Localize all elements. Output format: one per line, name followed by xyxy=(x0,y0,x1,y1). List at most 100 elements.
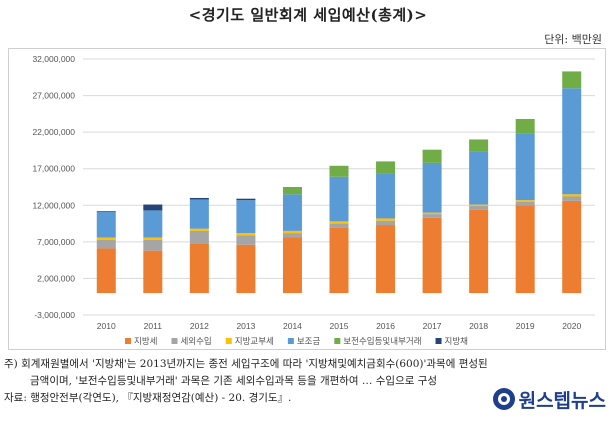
bar-segment xyxy=(562,88,582,195)
bar-segment xyxy=(143,250,163,294)
bar-segment xyxy=(96,239,116,249)
bar-segment xyxy=(282,233,302,238)
bar-segment xyxy=(376,161,396,174)
bar-segment xyxy=(143,210,163,238)
legend-label: 지방교부세 xyxy=(235,336,274,347)
bar-segment xyxy=(376,220,396,226)
legend-swatch xyxy=(287,338,294,344)
bar-segment xyxy=(515,201,535,206)
bar-segment xyxy=(562,194,582,197)
x-axis-ticks: 2010 2011 2012 2013 2014 2015 2016 2017 2018 2019… xyxy=(97,321,582,331)
footnotes: 주) 회계재원별에서 '지방채'는 2013년까지는 종전 세입구조에 따라 '… xyxy=(4,356,612,407)
bar-segment xyxy=(469,206,489,210)
y-axis-ticks: -3,000,000 2,000,000 7,000,000 12,000,000 17… xyxy=(32,54,75,320)
bar-segment xyxy=(189,197,209,200)
bar-segment xyxy=(376,173,396,219)
bar-segment xyxy=(329,227,349,294)
bar-segment xyxy=(515,200,535,202)
x-tick-label: 2014 xyxy=(283,321,302,331)
bars-layer xyxy=(96,71,582,294)
y-tick-label: -3,000,000 xyxy=(34,310,75,320)
bar-segment xyxy=(96,211,116,238)
page-title: <경기도 일반회계 세입예산(총계)> xyxy=(188,6,428,24)
bar-segment xyxy=(469,139,489,152)
x-tick-label: 2015 xyxy=(330,321,349,331)
y-tick-label: 2,000,000 xyxy=(37,273,75,283)
bar-segment xyxy=(236,244,256,294)
bar-segment xyxy=(562,71,582,89)
x-tick-label: 2020 xyxy=(562,321,581,331)
legend-swatch xyxy=(334,338,341,344)
legend-swatch xyxy=(225,338,232,344)
bar-segment xyxy=(189,199,209,229)
bar-segment xyxy=(329,176,349,222)
bar-segment xyxy=(143,239,163,251)
legend-label: 보전수입등및내부거래 xyxy=(343,336,421,347)
bar-segment xyxy=(376,218,396,221)
x-tick-label: 2019 xyxy=(516,321,535,331)
y-tick-label: 12,000,000 xyxy=(32,200,75,210)
legend-label: 지방세 xyxy=(134,336,157,347)
bar-segment xyxy=(329,165,349,177)
legend-swatch xyxy=(171,338,178,344)
legend-label: 지방채 xyxy=(445,336,468,347)
y-tick-label: 27,000,000 xyxy=(32,91,75,101)
chart-frame: -3,000,000 2,000,000 7,000,000 12,000,000 17… xyxy=(8,48,606,350)
news-logo: 원스텝뉴스 xyxy=(490,386,608,412)
legend: 지방세 세외수입 지방교부세 보조금 보전수입등및내부거래 지방채 xyxy=(125,336,468,347)
bar-segment xyxy=(515,205,535,294)
x-tick-label: 2012 xyxy=(190,321,209,331)
bar-segment xyxy=(329,223,349,228)
x-tick-label: 2011 xyxy=(144,321,163,331)
x-tick-label: 2013 xyxy=(236,321,255,331)
bar-segment xyxy=(96,248,116,294)
legend-swatch xyxy=(125,338,131,344)
bar-segment xyxy=(562,196,582,201)
bar-segment xyxy=(143,237,163,240)
bar-segment xyxy=(189,230,209,244)
logo-text: 원스텝뉴스 xyxy=(518,389,606,412)
bar-segment xyxy=(282,187,302,195)
x-tick-label: 2017 xyxy=(423,321,442,331)
bar-segment xyxy=(469,209,489,294)
bar-segment xyxy=(236,198,256,201)
y-tick-label: 7,000,000 xyxy=(37,237,75,247)
source-line: 자료: 행정안전부(각연도), 『지방재정연감(예산) - 20. 경기도』. xyxy=(4,392,292,404)
footnote-line-1: 주) 회계재원별에서 '지방채'는 2013년까지는 종전 세입구조에 따라 '… xyxy=(4,358,488,370)
bar-segment xyxy=(329,221,349,224)
bar-segment xyxy=(469,204,489,207)
bar-segment xyxy=(282,230,302,234)
legend-label: 보조금 xyxy=(297,337,321,347)
stacked-bar-chart: -3,000,000 2,000,000 7,000,000 12,000,000 17… xyxy=(32,54,595,347)
bar-segment xyxy=(515,118,535,134)
y-tick-label: 17,000,000 xyxy=(32,164,75,174)
bar-segment xyxy=(96,237,116,240)
legend-label: 세외수입 xyxy=(180,336,211,347)
bar-segment xyxy=(236,235,256,245)
bar-segment xyxy=(376,225,396,294)
x-tick-label: 2016 xyxy=(376,321,395,331)
y-tick-label: 22,000,000 xyxy=(32,127,75,137)
bar-segment xyxy=(96,211,116,212)
bar-segment xyxy=(143,204,163,211)
y-tick-label: 32,000,000 xyxy=(32,54,75,64)
onestep-logo-icon xyxy=(492,388,515,410)
x-tick-label: 2010 xyxy=(97,321,116,331)
bar-segment xyxy=(422,217,442,294)
unit-label: 단위: 백만원 xyxy=(544,33,602,46)
bar-segment xyxy=(189,228,209,231)
bar-segment xyxy=(282,194,302,231)
bar-segment xyxy=(562,200,582,294)
x-tick-label: 2018 xyxy=(469,321,488,331)
bar-segment xyxy=(469,151,489,205)
bar-segment xyxy=(189,243,209,294)
footnote-line-2: 금액이며, '보전수입등및내부거래' 과목은 기존 세외수입과목 등을 개편하여… xyxy=(30,375,438,387)
bar-segment xyxy=(236,200,256,234)
bar-segment xyxy=(422,212,442,215)
bar-segment xyxy=(236,233,256,236)
bar-segment xyxy=(515,133,535,201)
bar-segment xyxy=(422,214,442,218)
legend-swatch xyxy=(435,338,442,344)
bar-segment xyxy=(422,149,442,163)
bar-segment xyxy=(282,237,302,294)
